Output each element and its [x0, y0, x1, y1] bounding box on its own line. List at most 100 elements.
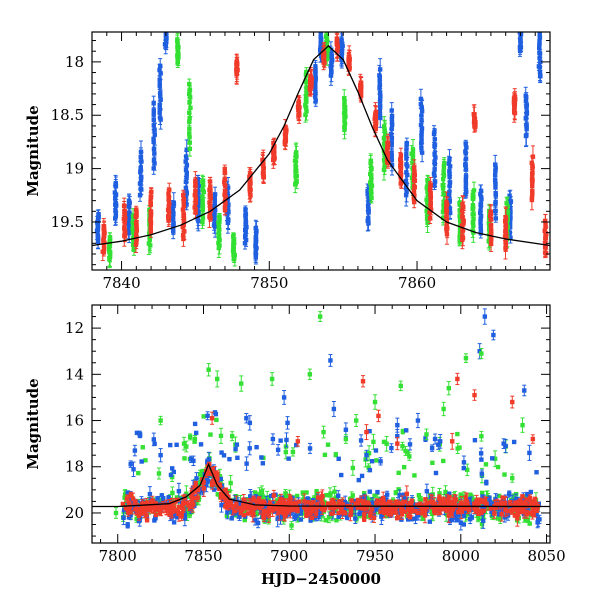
top-red-point	[411, 199, 417, 205]
top-blue-point	[518, 21, 522, 25]
top-blue-point	[157, 67, 162, 73]
top-red-point	[358, 89, 363, 94]
top-blue-point	[152, 161, 157, 166]
top-red-point	[503, 245, 508, 251]
top-blue-point	[184, 191, 189, 196]
top-x-tick-label: 7860	[398, 274, 436, 292]
top-red-point	[460, 237, 465, 242]
top-blue-point	[419, 117, 424, 123]
top-blue-point	[158, 97, 163, 102]
top-red-point	[261, 175, 267, 180]
top-red-point	[222, 180, 227, 185]
top-green-point	[304, 109, 309, 114]
top-blue-point	[366, 220, 371, 226]
top-blue-point	[518, 27, 522, 31]
top-blue-point	[152, 132, 157, 137]
top-blue-point	[158, 71, 163, 76]
top-blue-point	[184, 202, 189, 207]
top-blue-point	[126, 230, 132, 236]
top-red-point	[385, 160, 391, 165]
top-blue-point	[463, 185, 469, 190]
top-blue-point	[432, 173, 437, 178]
top-red-point	[122, 234, 128, 239]
top-red-point	[472, 125, 478, 130]
top-blue-point	[157, 83, 162, 89]
top-green-point	[217, 243, 222, 248]
top-blue-point	[224, 212, 230, 217]
top-panel: 7840 7850 7860 18 18.5 19 19.5 Magnitude	[24, 17, 551, 292]
top-blue-point	[418, 122, 424, 128]
top-blue-point	[419, 150, 425, 155]
top-blue-point	[507, 231, 512, 237]
top-red-point	[296, 112, 302, 117]
top-green-point	[107, 255, 112, 261]
top-red-point	[248, 193, 253, 198]
top-red-point	[207, 214, 212, 220]
top-green-point	[457, 239, 462, 244]
top-red-point	[208, 187, 213, 193]
top-y-tick-label: 18	[65, 53, 84, 71]
top-blue-point	[538, 74, 543, 79]
top-blue-point	[313, 98, 318, 103]
top-blue-point	[518, 24, 522, 28]
top-red-point	[347, 65, 352, 70]
top-blue-point	[112, 216, 118, 221]
top-red-point	[223, 201, 228, 206]
top-red-point	[133, 242, 139, 247]
top-green-point	[341, 110, 347, 116]
top-green-point	[303, 79, 309, 84]
top-blue-point	[313, 94, 318, 99]
top-green-point	[382, 163, 387, 169]
top-green-point	[368, 160, 373, 166]
top-blue-point	[418, 102, 424, 107]
top-red-point	[271, 157, 276, 162]
top-blue-point	[405, 172, 410, 178]
top-plot-area	[92, 17, 550, 269]
top-red-point	[412, 185, 417, 190]
top-red-point	[459, 223, 465, 228]
top-blue-point	[432, 167, 437, 172]
top-blue-point	[518, 17, 522, 21]
top-red-point	[444, 232, 450, 237]
top-model-curve	[92, 45, 550, 247]
top-green-point	[425, 192, 431, 197]
bot-green-point	[143, 458, 148, 463]
top-green-point	[381, 167, 387, 172]
top-green-point	[425, 220, 430, 225]
top-red-point	[530, 154, 536, 159]
top-blue-point	[463, 192, 468, 197]
top-blue-point	[183, 167, 189, 173]
top-blue-point	[389, 162, 395, 168]
top-red-point	[444, 226, 449, 231]
top-red-point	[373, 126, 378, 132]
top-green-point	[441, 206, 446, 211]
top-red-point	[335, 48, 340, 53]
top-blue-point	[183, 193, 189, 199]
top-blue-point	[184, 162, 190, 168]
top-blue-point	[242, 240, 248, 246]
top-blue-point	[432, 143, 437, 149]
top-red-point	[461, 220, 466, 225]
bottom-plot-area	[92, 308, 550, 531]
top-blue-point	[463, 163, 468, 168]
top-blue-point	[446, 193, 452, 199]
top-green-point	[175, 59, 180, 64]
top-blue-point	[253, 255, 258, 260]
top-green-point	[303, 112, 308, 118]
top-blue-point	[328, 48, 334, 53]
top-red-point	[309, 83, 314, 89]
top-red-point	[542, 228, 547, 234]
top-red-point	[529, 197, 535, 203]
top-green-point	[383, 131, 388, 136]
top-red-point	[307, 86, 313, 92]
top-y-tick-label: 19	[65, 160, 84, 178]
top-red-point	[282, 141, 288, 147]
top-red-point	[193, 200, 199, 206]
top-green-point	[369, 195, 374, 201]
top-red-point	[428, 207, 434, 213]
top-green-point	[188, 105, 193, 110]
top-red-point	[488, 241, 494, 247]
top-blue-point	[478, 230, 483, 235]
top-blue-point	[184, 147, 189, 152]
